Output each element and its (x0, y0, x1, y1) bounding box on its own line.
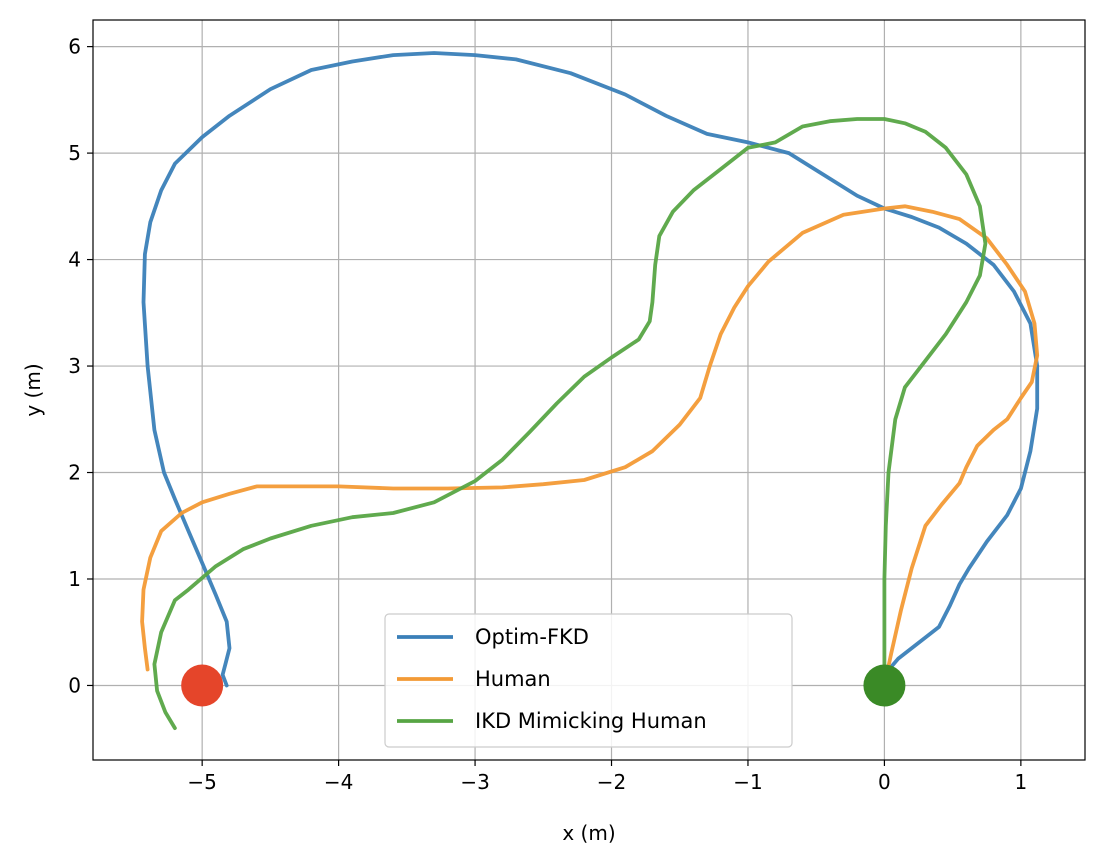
x-axis-label: x (m) (562, 821, 615, 845)
x-tick-label: −2 (597, 770, 626, 794)
legend-label: IKD Mimicking Human (475, 709, 707, 733)
series-line-2 (140, 204, 1040, 688)
plot-frame (92, 19, 1086, 761)
x-tick-label: 0 (878, 770, 891, 794)
legend-box (384, 613, 793, 748)
y-tick-label: 3 (68, 354, 81, 378)
x-tick-label: −5 (187, 770, 216, 794)
legend: Optim-FKD Human IKD Mimicking Human (384, 613, 793, 748)
grid (93, 20, 1085, 760)
y-tick-label: 6 (68, 35, 81, 59)
goal-marker (863, 664, 906, 707)
y-tick-label: 1 (68, 567, 81, 591)
y-tick-label: 2 (68, 461, 81, 485)
legend-label: Optim-FKD (475, 625, 589, 649)
axis-ticks: −5 −4 −3 −2 −1 0 1 0 1 2 3 4 5 6 (68, 35, 1027, 794)
series-line-3 (152, 117, 988, 730)
x-tick-label: −1 (733, 770, 762, 794)
start-marker (181, 664, 224, 707)
y-tick-label: 4 (68, 248, 81, 272)
series-group (140, 51, 1040, 730)
x-tick-label: −4 (324, 770, 353, 794)
y-axis-label: y (m) (21, 363, 45, 416)
series-line-1 (141, 51, 1040, 688)
marker-group (181, 664, 906, 707)
legend-label: Human (475, 667, 551, 691)
y-tick-label: 5 (68, 141, 81, 165)
x-tick-label: 1 (1015, 770, 1028, 794)
x-tick-label: −3 (460, 770, 489, 794)
y-tick-label: 0 (68, 673, 81, 697)
